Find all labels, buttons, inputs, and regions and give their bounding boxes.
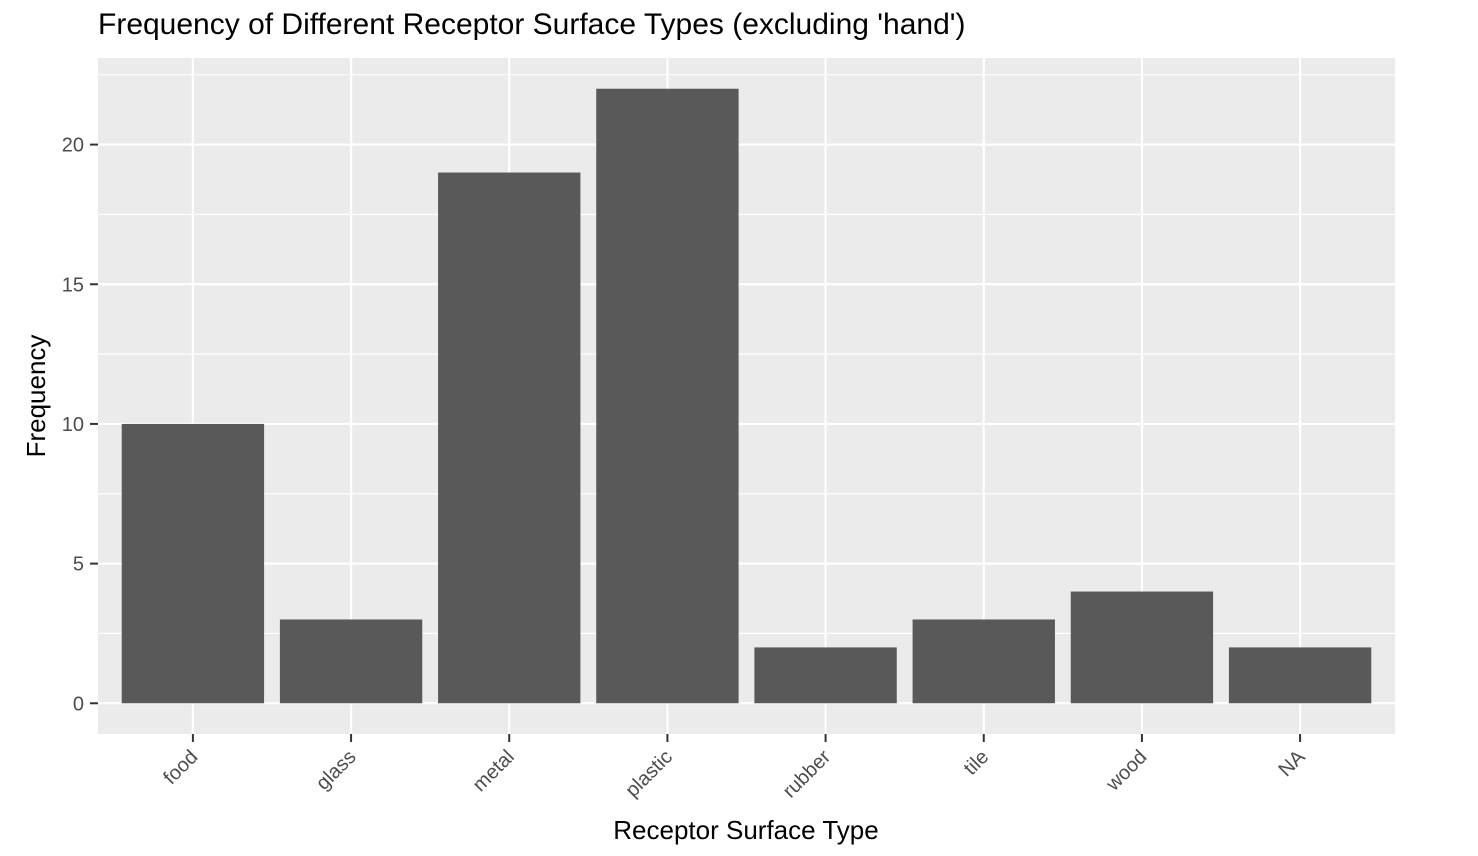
y-axis-title: Frequency — [21, 335, 51, 458]
bar-glass — [279, 619, 423, 704]
y-tick-label: 5 — [73, 554, 84, 576]
x-axis-title: Receptor Surface Type — [613, 815, 878, 845]
x-tick-label: tile — [960, 746, 994, 780]
y-axis: 0 5 10 15 20 — [62, 135, 98, 715]
bar-tile — [912, 619, 1055, 704]
x-tick-label: metal — [469, 746, 519, 796]
x-tick-label: food — [159, 746, 202, 789]
bar-rubber — [754, 647, 897, 704]
x-tick-label: glass — [312, 746, 361, 795]
bars — [121, 88, 1372, 704]
bar-metal — [438, 172, 581, 704]
x-axis: food glass metal plastic rubber tile wood NA — [159, 734, 1310, 802]
bar-plastic — [596, 88, 739, 704]
y-tick-label: 10 — [62, 414, 84, 436]
bar-wood — [1070, 591, 1214, 704]
y-tick-label: 0 — [73, 693, 84, 715]
bar-NA — [1228, 647, 1372, 704]
bar-food — [121, 423, 265, 704]
x-tick-label: NA — [1274, 746, 1310, 782]
y-tick-label: 15 — [62, 274, 84, 296]
x-tick-label: plastic — [621, 746, 677, 802]
x-tick-label: rubber — [779, 746, 836, 803]
x-tick-label: wood — [1101, 746, 1151, 796]
y-tick-label: 20 — [62, 135, 84, 157]
chart-title: Frequency of Different Receptor Surface … — [98, 8, 965, 41]
